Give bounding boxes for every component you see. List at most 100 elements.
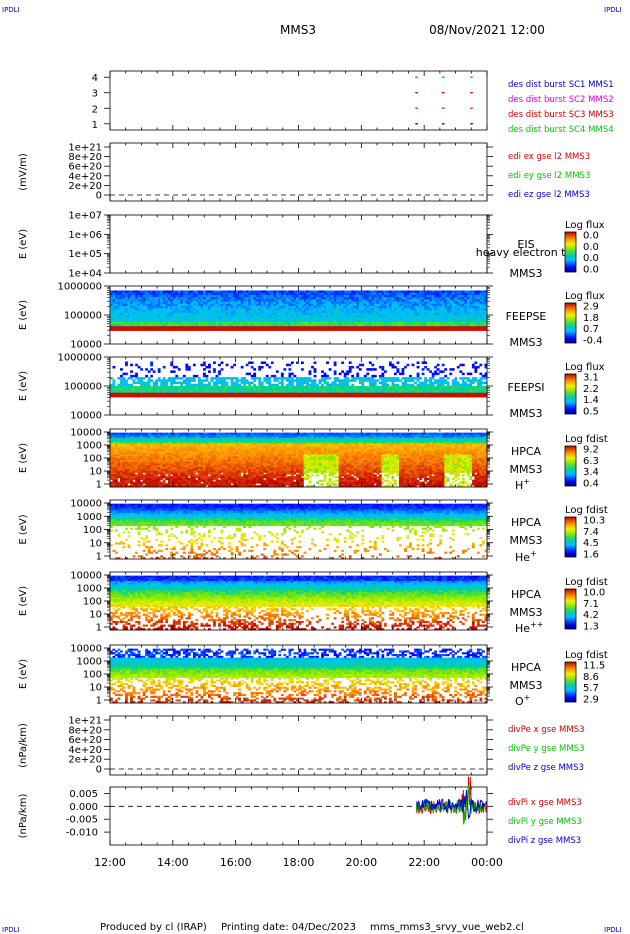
spectrogram-cell <box>200 302 203 305</box>
spectrogram-cell <box>150 313 153 316</box>
spectrogram-cell <box>291 377 294 380</box>
spectrogram-cell <box>155 386 158 389</box>
spectrogram-cell <box>113 434 116 436</box>
spectrogram-cell <box>135 440 138 442</box>
spectrogram-cell <box>351 322 354 325</box>
spectrogram-cell <box>429 386 432 389</box>
spectrogram-cell <box>118 315 121 318</box>
spectrogram-cell <box>130 295 133 298</box>
spectrogram-cell <box>469 311 472 314</box>
spectrogram-cell <box>427 302 430 305</box>
spectrogram-cell <box>278 386 281 389</box>
spectrogram-cell <box>155 306 158 309</box>
spectrogram-cell <box>195 317 198 320</box>
spectrogram-cell <box>336 319 339 322</box>
spectrogram-cell <box>452 379 455 382</box>
spectrogram-cell <box>376 290 379 293</box>
spectrogram-cell <box>206 317 209 320</box>
spectrogram-cell <box>379 322 382 325</box>
spectrogram-cell <box>188 297 191 300</box>
spectrogram-cell <box>359 326 362 329</box>
spectrogram-cell <box>281 299 284 302</box>
spectrogram-cell <box>248 382 251 385</box>
spectrogram-cell <box>163 322 166 325</box>
spectrogram-cell <box>422 384 425 387</box>
spectrogram-cell <box>113 451 116 453</box>
spectrogram-cell <box>339 302 342 305</box>
spectrogram-cell <box>188 388 191 391</box>
spectrogram-cell <box>366 390 369 393</box>
spectrogram-cell <box>203 311 206 314</box>
spectrogram-cell <box>321 293 324 296</box>
spectrogram-cell <box>439 311 442 314</box>
colorbar-tick-label: 1.4 <box>583 395 599 406</box>
spectrogram-cell <box>452 319 455 322</box>
spectrogram-cell <box>203 328 206 331</box>
spectrogram-cell <box>266 364 269 367</box>
spectrogram-cell <box>349 304 352 307</box>
spectrogram-cell <box>477 302 480 305</box>
spectrogram-cell <box>281 319 284 322</box>
spectrogram-cell <box>125 465 128 467</box>
spectrogram-cell <box>399 317 402 320</box>
spectrogram-cell <box>376 390 379 393</box>
spectrogram-cell <box>175 302 178 305</box>
spectrogram-cell <box>462 390 465 393</box>
spectrogram-cell <box>474 290 477 293</box>
spectrogram-cell <box>148 322 151 325</box>
spectrogram-cell <box>118 483 121 485</box>
spectrogram-cell <box>268 297 271 300</box>
spectrogram-cell <box>407 319 410 322</box>
spectrogram-cell <box>356 377 359 380</box>
spectrogram-cell <box>417 295 420 298</box>
spectrogram-cell <box>173 326 176 329</box>
spectrogram-cell <box>283 315 286 318</box>
spectrogram-cell <box>231 393 234 396</box>
spectrogram-cell <box>434 388 437 391</box>
spectrogram-cell <box>439 319 442 322</box>
colorbar-tick-label: 0.0 <box>583 242 599 253</box>
spectrogram-cell <box>432 317 435 320</box>
spectrogram-cell <box>113 454 116 456</box>
spectrogram-cell <box>326 361 329 364</box>
spectrogram-cell <box>407 290 410 293</box>
spectrogram-cell <box>206 366 209 369</box>
spectrogram-cell <box>281 395 284 398</box>
spectrogram-cell <box>266 317 269 320</box>
spectrogram-cell <box>155 388 158 391</box>
spectrogram-cell <box>454 308 457 311</box>
spectrogram-cell <box>412 295 415 298</box>
spectrogram-cell <box>397 311 400 314</box>
spectrogram-cell <box>175 326 178 329</box>
spectrogram-cell <box>175 377 178 380</box>
spectrogram-cell <box>140 293 143 296</box>
spectrogram-cell <box>216 375 219 378</box>
spectrogram-cell <box>170 324 173 327</box>
spectrogram-cell <box>286 319 289 322</box>
spectrogram-feepse <box>110 290 487 330</box>
spectrogram-cell <box>258 302 261 305</box>
spectrogram-cell <box>293 290 296 293</box>
spectrogram-cell <box>464 313 467 316</box>
spectrogram-cell <box>130 319 133 322</box>
spectrogram-cell <box>291 295 294 298</box>
spectrogram-cell <box>238 302 241 305</box>
spectrogram-cell <box>213 361 216 364</box>
spectrogram-cell <box>133 328 136 331</box>
spectrogram-cell <box>158 315 161 318</box>
spectrogram-cell <box>379 382 382 385</box>
spectrogram-cell <box>326 304 329 307</box>
spectrogram-cell <box>273 388 276 391</box>
spectrogram-cell <box>464 377 467 380</box>
spectrogram-cell <box>434 393 437 396</box>
spectrogram-cell <box>462 328 465 331</box>
spectrogram-cell <box>447 306 450 309</box>
spectrogram-cell <box>133 395 136 398</box>
spectrogram-cell <box>211 293 214 296</box>
spectrogram-cell <box>203 326 206 329</box>
spectrogram-cell <box>462 304 465 307</box>
spectrogram-cell <box>148 317 151 320</box>
spectrogram-cell <box>311 388 314 391</box>
spectrogram-cell <box>118 299 121 302</box>
spectrogram-cell <box>412 319 415 322</box>
